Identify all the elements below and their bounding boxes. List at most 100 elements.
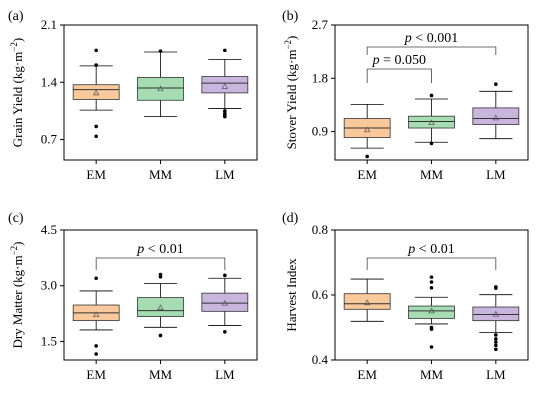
panel-label: (b)	[282, 9, 299, 24]
outlier-point	[94, 124, 98, 129]
outlier-point	[94, 63, 98, 67]
panel-4: (d) 0.4 0.6 0.8 Harvest Index EM MM LM p < 0.01	[282, 211, 529, 382]
box-mm	[408, 275, 455, 349]
outlier-point	[429, 286, 434, 290]
y-tick-label: 0.7	[41, 132, 58, 147]
outlier-point	[429, 275, 434, 279]
x-tick-label-mm: MM	[420, 367, 444, 382]
mean-marker	[221, 299, 229, 306]
mean-marker	[157, 85, 164, 92]
y-tick-label: 0.8	[312, 222, 328, 237]
y-tick-label: 1.8	[312, 70, 328, 85]
mean-marker	[428, 119, 435, 126]
panel-label: (a)	[8, 9, 24, 24]
ylabel-4: Harvest Index	[284, 258, 299, 332]
outlier-point	[94, 134, 98, 139]
mean-marker	[492, 114, 500, 121]
box-mm	[408, 93, 455, 146]
x-tick-label-lm: LM	[215, 167, 235, 182]
x-tick-label-mm: MM	[149, 167, 173, 182]
significance-bracket	[366, 46, 497, 55]
y-tick-label: 2.7	[312, 17, 329, 32]
outlier-point	[494, 286, 498, 290]
outlier-point	[158, 275, 163, 279]
outlier-point	[94, 276, 98, 281]
box-lm	[472, 285, 520, 352]
outlier-point	[158, 333, 163, 338]
panel-label: (c)	[8, 211, 24, 226]
x-tick-label-lm: LM	[486, 167, 506, 182]
iqr-box	[408, 115, 455, 129]
outlier-point	[223, 273, 227, 278]
mean-marker	[157, 304, 164, 310]
outlier-point	[223, 48, 227, 53]
outlier-point	[94, 344, 98, 348]
iqr-box	[472, 306, 520, 322]
outlier-point	[494, 333, 498, 337]
significance-bracket	[366, 68, 432, 83]
x-tick-label-lm: LM	[486, 367, 506, 382]
x-tick-label-mm: MM	[149, 367, 173, 382]
outlier-point	[158, 49, 163, 53]
outlier-point	[494, 337, 498, 341]
mean-marker	[363, 126, 371, 133]
significance-label: p = 0.050	[372, 53, 426, 68]
box-lm	[472, 82, 520, 140]
outlier-point	[494, 343, 498, 348]
outlier-point	[94, 48, 98, 53]
outlier-point	[429, 327, 434, 331]
x-tick-label-em: EM	[86, 167, 106, 182]
box-lm	[201, 48, 249, 119]
y-tick-label: 4.5	[41, 222, 57, 237]
iqr-box	[137, 297, 184, 317]
box-lm	[201, 273, 249, 334]
x-tick-label-em: EM	[86, 367, 106, 382]
panel-2: (b) 0.9 1.8 2.7 Stover Yield (kg·m−2) EM MM LM p…	[282, 9, 529, 182]
outlier-point	[94, 352, 98, 356]
outlier-point	[223, 114, 227, 119]
outlier-point	[365, 154, 369, 159]
box-em	[72, 276, 120, 356]
significance-bracket	[366, 257, 497, 270]
outlier-point	[494, 340, 498, 344]
iqr-box	[201, 76, 249, 94]
panel-3: (c) 1.5 3.0 4.5 Dry Matter (kg·m−2) EM MM LM p <…	[8, 211, 258, 382]
x-tick-label-lm: LM	[215, 367, 235, 382]
panel-1: (a) 0.7 1.4 2.1 Grain Yield (kg·m−2) EM MM LM	[8, 9, 258, 182]
iqr-box	[408, 305, 455, 319]
mean-marker	[92, 311, 100, 318]
y-tick-label: 0.4	[312, 352, 329, 367]
box-mm	[137, 49, 184, 118]
outlier-point	[429, 93, 434, 98]
y-tick-label: 2.1	[41, 17, 57, 32]
y-tick-label: 0.9	[312, 124, 328, 139]
mean-marker	[492, 310, 500, 317]
x-tick-label-em: EM	[357, 167, 377, 182]
y-tick-label: 3.0	[41, 278, 57, 293]
ylabel-1: Grain Yield (kg·m−2)	[9, 38, 25, 147]
panel-label: (d)	[282, 211, 299, 226]
y-tick-label: 1.5	[41, 333, 57, 348]
ylabel-3: Dry Matter (kg·m−2)	[9, 241, 25, 348]
iqr-box	[472, 107, 520, 125]
y-tick-label: 1.4	[41, 74, 58, 89]
mean-marker	[92, 89, 100, 96]
box-em	[343, 278, 391, 322]
iqr-box	[72, 84, 120, 100]
box-em	[343, 103, 391, 159]
iqr-box	[201, 292, 249, 312]
y-tick-label: 0.6	[312, 287, 329, 302]
iqr-box	[137, 76, 184, 101]
mean-marker	[363, 299, 371, 306]
significance-bracket	[95, 257, 226, 270]
outlier-point	[429, 141, 434, 146]
significance-label: p < 0.01	[136, 242, 183, 257]
x-tick-label-mm: MM	[420, 167, 444, 182]
x-tick-label-em: EM	[357, 367, 377, 382]
box-em	[72, 48, 120, 139]
mean-marker	[221, 83, 229, 89]
outlier-point	[429, 280, 434, 284]
iqr-box	[343, 293, 391, 310]
box-mm	[137, 272, 184, 338]
outlier-point	[494, 82, 498, 87]
